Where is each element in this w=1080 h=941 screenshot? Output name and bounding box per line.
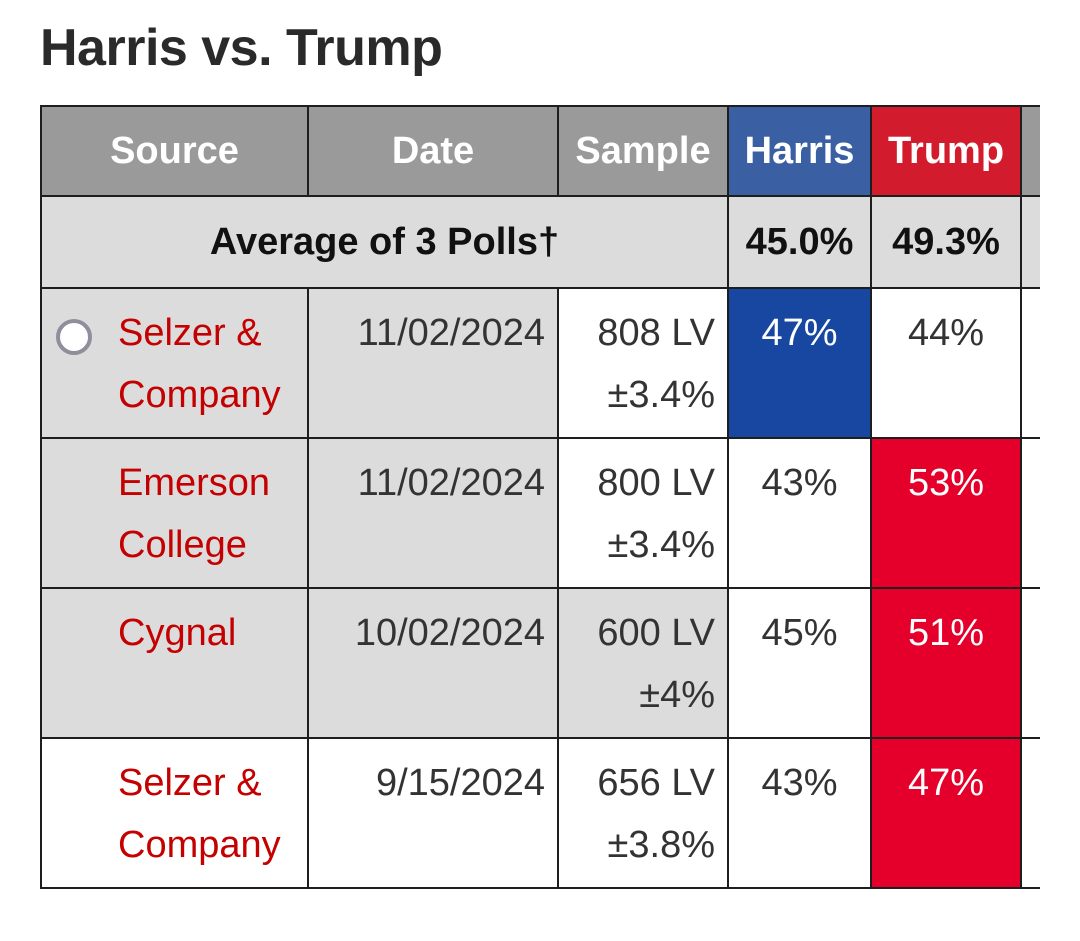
poll-date: 11/02/2024 — [307, 437, 559, 589]
poll-sample: 800 LV ±3.4% — [557, 437, 729, 589]
poll-extra — [1020, 587, 1040, 739]
poll-extra — [1020, 737, 1040, 889]
page-title: Harris vs. Trump — [40, 19, 443, 77]
poll-source-cell[interactable]: Emerson College — [40, 437, 309, 589]
poll-harris: 43% — [727, 437, 872, 589]
average-harris: 45.0% — [727, 195, 872, 289]
poll-sample-size: 800 LV — [597, 462, 715, 504]
poll-sample-size: 600 LV — [597, 612, 715, 654]
poll-trump: 53% — [870, 437, 1022, 589]
poll-moe: ±3.4% — [607, 524, 715, 566]
poll-sample: 600 LV ±4% — [557, 587, 729, 739]
table-row: Cygnal 10/02/2024 600 LV ±4% 45% 51% — [40, 587, 1040, 739]
table-row: Selzer & Company 9/15/2024 656 LV ±3.8% … — [40, 737, 1040, 889]
header-extra — [1020, 105, 1040, 197]
poll-source-link[interactable]: Emerson College — [118, 462, 271, 566]
radio-button[interactable] — [56, 319, 92, 355]
header-date[interactable]: Date — [307, 105, 559, 197]
poll-source-cell[interactable]: Cygnal — [40, 587, 309, 739]
poll-moe: ±4% — [639, 674, 715, 716]
poll-sample-size: 656 LV — [597, 762, 715, 804]
poll-sample-size: 808 LV — [597, 312, 715, 354]
header-harris[interactable]: Harris — [727, 105, 872, 197]
header-sample[interactable]: Sample — [557, 105, 729, 197]
average-extra — [1020, 195, 1040, 289]
poll-date: 10/02/2024 — [307, 587, 559, 739]
poll-date: 11/02/2024 — [307, 287, 559, 439]
poll-source-link[interactable]: Selzer & Company — [118, 312, 281, 416]
poll-trump: 47% — [870, 737, 1022, 889]
poll-sample: 656 LV ±3.8% — [557, 737, 729, 889]
header-source[interactable]: Source — [40, 105, 309, 197]
polls-table-container[interactable]: Source Date Sample Harris Trump Average … — [40, 105, 1040, 901]
poll-extra — [1020, 287, 1040, 439]
poll-moe: ±3.8% — [607, 824, 715, 866]
poll-source-link[interactable]: Cygnal — [118, 612, 237, 654]
poll-harris: 43% — [727, 737, 872, 889]
average-row: Average of 3 Polls† 45.0% 49.3% — [40, 195, 1040, 289]
polls-table: Source Date Sample Harris Trump Average … — [40, 105, 1040, 889]
table-row: Emerson College 11/02/2024 800 LV ±3.4% … — [40, 437, 1040, 589]
poll-moe: ±3.4% — [607, 374, 715, 416]
table-row: Selzer & Company 11/02/2024 808 LV ±3.4%… — [40, 287, 1040, 439]
poll-harris: 47% — [727, 287, 872, 439]
poll-source-link[interactable]: Selzer & Company — [118, 762, 281, 866]
header-trump[interactable]: Trump — [870, 105, 1022, 197]
poll-harris: 45% — [727, 587, 872, 739]
average-label: Average of 3 Polls† — [40, 195, 729, 289]
poll-trump: 51% — [870, 587, 1022, 739]
poll-extra — [1020, 437, 1040, 589]
average-trump: 49.3% — [870, 195, 1022, 289]
poll-date: 9/15/2024 — [307, 737, 559, 889]
poll-trump: 44% — [870, 287, 1022, 439]
poll-source-cell[interactable]: Selzer & Company — [40, 287, 309, 439]
poll-source-cell[interactable]: Selzer & Company — [40, 737, 309, 889]
poll-sample: 808 LV ±3.4% — [557, 287, 729, 439]
header-row: Source Date Sample Harris Trump — [40, 105, 1040, 197]
